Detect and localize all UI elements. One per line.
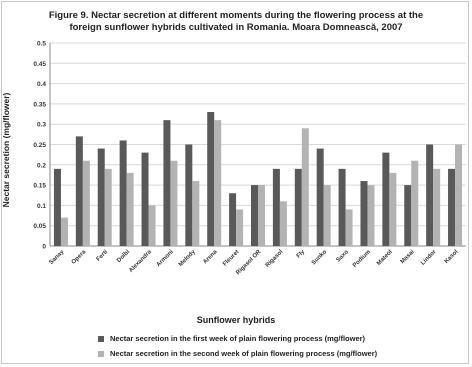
bar-first-week (316, 148, 324, 246)
y-tick-label: 0.1 (37, 203, 46, 210)
bar-second-week (258, 185, 265, 246)
bar-second-week (279, 201, 287, 246)
legend-label-second-week: Nectar secretion in the second week of p… (110, 349, 378, 358)
y-tick-label: 0.5 (37, 41, 46, 48)
y-tick-label: 0.05 (33, 223, 46, 230)
bar-second-week (345, 209, 353, 246)
bar-first-week (360, 181, 368, 246)
y-axis-label: Nectar secretion (mg/flower) (1, 92, 11, 208)
x-tick-label: Melody (178, 249, 197, 268)
bar-second-week (455, 144, 463, 246)
y-tick-label: 0.3 (37, 122, 46, 129)
bar-first-week (382, 152, 390, 246)
bar-first-week (229, 193, 237, 246)
bar-second-week (236, 209, 244, 246)
bar-first-week (53, 168, 61, 246)
bar-first-week (338, 168, 346, 246)
bar-first-week (448, 168, 456, 246)
bar-first-week (119, 140, 127, 246)
y-tick-label: 0.35 (33, 101, 46, 108)
bar-first-week (404, 185, 412, 246)
bar-first-week (97, 148, 105, 246)
x-tick-label: Opera (71, 249, 88, 266)
legend-label-first-week: Nectar secretion in the first week of pl… (110, 334, 366, 343)
bar-first-week (251, 185, 258, 246)
bar-second-week (433, 168, 441, 246)
x-tick-label: Fly (296, 249, 307, 260)
x-tick-label: Alexandra (128, 249, 153, 274)
y-tick-label: 0.2 (37, 162, 46, 169)
bar-second-week (170, 160, 178, 246)
bar-second-week (389, 172, 397, 246)
legend-item-second-week: Nectar secretion in the second week of p… (98, 349, 377, 358)
bar-second-week (301, 128, 309, 246)
legend-swatch-first-week (98, 335, 104, 342)
legend-item-first-week: Nectar secretion in the first week of pl… (98, 334, 365, 343)
bar-second-week (214, 120, 222, 246)
bar-first-week (426, 144, 434, 246)
bar-second-week (126, 172, 134, 246)
bar-second-week (323, 185, 331, 246)
legend-swatch-second-week (98, 350, 104, 357)
bar-first-week (141, 152, 149, 246)
bar-second-week (411, 160, 419, 246)
y-tick-label: 0.25 (33, 142, 46, 149)
bar-first-week (75, 136, 83, 246)
x-tick-label: Dolbi (116, 249, 131, 264)
x-axis-label: Sunflower hybrids (196, 315, 276, 325)
bar-first-week (207, 112, 215, 247)
bar-second-week (367, 185, 375, 246)
bar-second-week (148, 205, 156, 246)
x-tick-label: Sanay (49, 249, 66, 266)
x-tick-label: Fleuret (222, 249, 240, 267)
bar-second-week (82, 160, 90, 246)
x-tick-label: Arena (202, 249, 219, 266)
chart-title-line-2: foreign sunflower hybrids cultivated in … (69, 22, 403, 33)
chart-title: Figure 9. Nectar secretion at different … (0, 10, 472, 34)
x-tick-label: Mateol (376, 249, 394, 267)
chart-title-line-1: Figure 9. Nectar secretion at different … (48, 10, 424, 21)
x-tick-label: Saxo (336, 249, 351, 264)
bar-second-week (104, 168, 112, 246)
x-tick-label: Sunko (311, 249, 328, 266)
x-tick-label: Ferti (96, 249, 110, 263)
bar-second-week (60, 217, 68, 246)
x-tick-label: Armoni (156, 249, 175, 268)
x-tick-label: Rigasol (265, 249, 285, 269)
x-tick-label: Kasol (444, 249, 460, 265)
y-tick-label: 0.45 (33, 61, 46, 68)
bar-first-week (185, 144, 193, 246)
bar-second-week (192, 181, 200, 246)
y-tick-label: 0 (42, 244, 46, 251)
y-tick-label: 0.4 (37, 81, 46, 88)
x-tick-label: Masai (400, 249, 416, 265)
bar-first-week (294, 168, 302, 246)
bar-first-week (272, 168, 280, 246)
x-tick-label: Podium (352, 249, 372, 269)
bar-first-week (163, 120, 171, 246)
x-tick-label: Lindor (420, 249, 438, 267)
y-tick-label: 0.15 (33, 183, 46, 190)
